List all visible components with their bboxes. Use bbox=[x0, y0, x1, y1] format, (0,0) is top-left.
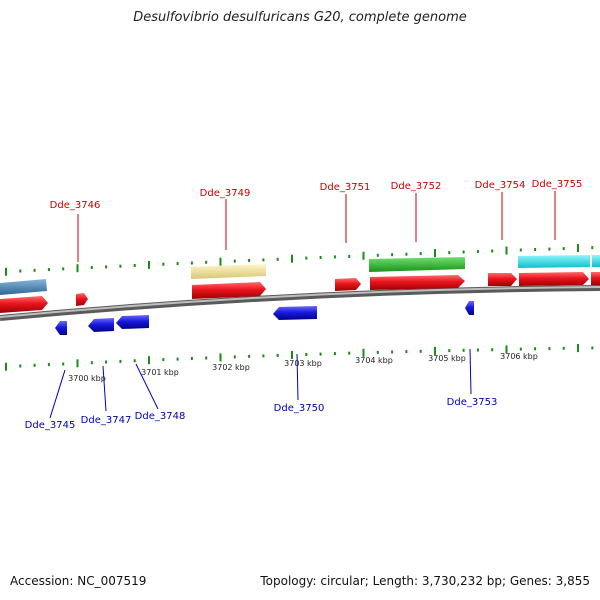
gene-label-forward[interactable]: Dde_3746 bbox=[50, 200, 101, 211]
gene-label-forward[interactable]: Dde_3749 bbox=[200, 188, 251, 199]
cds-forward-arrow bbox=[591, 272, 600, 285]
ruler-ticks-bottom bbox=[5, 344, 594, 371]
gene-label-forward[interactable]: Dde_3752 bbox=[391, 181, 442, 192]
feature-bar-steel bbox=[0, 279, 47, 295]
gene-label-reverse[interactable]: Dde_3748 bbox=[135, 411, 186, 422]
gene-label-reverse[interactable]: Dde_3750 bbox=[274, 403, 325, 414]
leader-line bbox=[102, 365, 107, 412]
cds-forward-arrow bbox=[335, 278, 361, 291]
cds-forward-arrow bbox=[488, 273, 517, 286]
map-title: Desulfovibrio desulfuricans G20, complet… bbox=[133, 10, 467, 25]
feature-bar-tan bbox=[191, 264, 266, 279]
feature-bar-cyan bbox=[518, 255, 590, 268]
cds-forward-arrow bbox=[0, 296, 48, 313]
ruler-label: 3703 kbp bbox=[284, 359, 322, 368]
feature-bar-green bbox=[369, 257, 465, 272]
ruler-label: 3704 kbp bbox=[355, 356, 393, 365]
ruler-label: 3706 kbp bbox=[500, 352, 538, 361]
gene-label-reverse[interactable]: Dde_3747 bbox=[81, 415, 132, 426]
cds-reverse-arrow bbox=[465, 301, 474, 315]
ruler-label: 3705 kbp bbox=[428, 354, 466, 363]
gene-label-forward[interactable]: Dde_3751 bbox=[320, 182, 371, 193]
cds-forward-arrow bbox=[370, 275, 465, 290]
genome-summary-text: Topology: circular; Length: 3,730,232 bp… bbox=[260, 574, 590, 588]
leader-line bbox=[296, 353, 299, 401]
ruler-label: 3701 kbp bbox=[141, 368, 179, 377]
cds-forward-arrow bbox=[192, 282, 266, 299]
accession-text: Accession: NC_007519 bbox=[10, 574, 147, 588]
genome-backbone bbox=[0, 285, 600, 321]
ruler-label: 3702 kbp bbox=[212, 363, 250, 372]
gene-label-forward[interactable]: Dde_3755 bbox=[532, 179, 583, 190]
cds-reverse-arrow bbox=[88, 318, 114, 332]
cds-forward-arrow bbox=[76, 293, 88, 306]
cds-reverse-arrow bbox=[273, 306, 317, 320]
ruler-ticks-top bbox=[5, 244, 594, 276]
ruler-label: 3700 kbp bbox=[68, 374, 106, 383]
cds-reverse-arrow bbox=[55, 321, 67, 335]
leader-line bbox=[135, 363, 159, 410]
gene-label-forward[interactable]: Dde_3754 bbox=[475, 180, 526, 191]
gene-label-reverse[interactable]: Dde_3753 bbox=[447, 397, 498, 408]
leader-line bbox=[469, 348, 472, 395]
cds-forward-arrow bbox=[519, 272, 589, 286]
gene-label-reverse[interactable]: Dde_3745 bbox=[25, 420, 76, 431]
genome-backbone-highlight bbox=[0, 286, 600, 318]
feature-bar-cyan-2 bbox=[592, 255, 600, 267]
leader-line bbox=[49, 369, 66, 419]
cds-reverse-arrow bbox=[116, 315, 149, 329]
